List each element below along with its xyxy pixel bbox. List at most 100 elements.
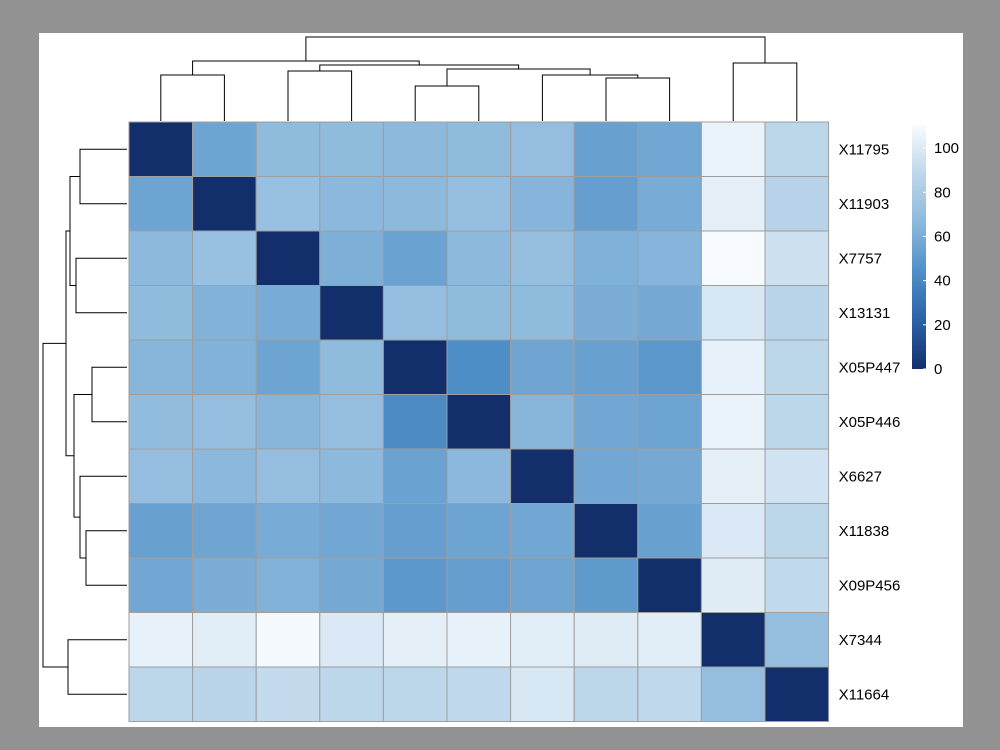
heatmap-cell [764, 285, 830, 341]
heatmap-cell [573, 176, 639, 232]
heatmap-cell [192, 612, 257, 668]
heatmap-cell [319, 394, 384, 450]
heatmap-cell [382, 339, 448, 395]
heatmap-cell [700, 339, 766, 395]
heatmap-cell [128, 230, 194, 286]
heatmap-cell [319, 612, 384, 668]
heatmap-cell [764, 339, 830, 395]
heatmap-cell [192, 394, 257, 450]
heatmap-cell [192, 285, 257, 341]
column-dendrogram-link [160, 74, 225, 121]
row-label: X05P447 [839, 359, 901, 376]
heatmap-cell [637, 612, 702, 668]
row-dendrogram-link [79, 475, 127, 559]
heatmap-cell [446, 230, 512, 286]
heatmap-cell [700, 448, 766, 504]
heatmap-cell [192, 176, 257, 232]
legend-tick-label: 40 [934, 273, 951, 290]
heatmap-cell [382, 394, 448, 450]
heatmap-cell [382, 612, 448, 668]
heatmap-cell [446, 557, 512, 613]
heatmap-cell [128, 394, 194, 450]
column-dendrogram [160, 36, 798, 121]
heatmap-cell [192, 503, 257, 559]
heatmap-cell [319, 503, 384, 559]
heatmap-cell [700, 176, 766, 232]
heatmap-cell [510, 666, 575, 722]
heatmap-cell [700, 503, 766, 559]
legend-tick-label: 20 [934, 317, 951, 334]
heatmap-cell [446, 503, 512, 559]
column-dendrogram-link [446, 68, 591, 86]
heatmap-cell [382, 285, 448, 341]
heatmap-cell [573, 612, 639, 668]
heatmap-cell [255, 448, 321, 504]
row-label: X05P446 [839, 414, 901, 431]
heatmap-cell [637, 503, 702, 559]
legend-tick-label: 60 [934, 228, 951, 245]
heatmap-cell [319, 121, 384, 177]
heatmap-cell [764, 121, 830, 177]
heatmap-cell [510, 230, 575, 286]
row-label: X11664 [839, 686, 890, 703]
row-dendrogram-link [73, 394, 92, 518]
heatmap-cell [510, 339, 575, 395]
heatmap-cell [255, 394, 321, 450]
heatmap-cell [192, 121, 257, 177]
heatmap-cell [192, 339, 257, 395]
heatmap-cell [128, 285, 194, 341]
heatmap-cell [446, 612, 512, 668]
heatmap-cell [446, 121, 512, 177]
heatmap-cell [573, 339, 639, 395]
heatmap-cell [446, 339, 512, 395]
row-label: X09P456 [839, 577, 901, 594]
legend-tick-label: 80 [934, 184, 951, 201]
row-label: X7757 [839, 250, 882, 267]
heatmap-cell [510, 448, 575, 504]
heatmap-cell [764, 448, 830, 504]
row-label: X11838 [839, 523, 890, 540]
heatmap-cell [319, 285, 384, 341]
legend-tick-label: 100 [934, 140, 959, 157]
heatmap-cell [573, 666, 639, 722]
figure-panel: X11795 X11903 X7757 X13131 X05P447 X05P446 X66… [39, 33, 963, 727]
heatmap-cell [446, 285, 512, 341]
row-dendrogram-link [91, 366, 127, 423]
heatmap-cell [764, 612, 830, 668]
heatmap-cell [573, 503, 639, 559]
row-label: X11903 [839, 196, 890, 213]
heatmap-cell [319, 448, 384, 504]
heatmap-cell [382, 448, 448, 504]
heatmap-cell [637, 666, 702, 722]
heatmap-cell [128, 666, 194, 722]
color-legend: 0 20 40 60 80 100 [912, 126, 959, 378]
heatmap-cell [637, 394, 702, 450]
heatmap-cell [700, 121, 766, 177]
heatmap-cell [319, 666, 384, 722]
column-dendrogram-link [541, 74, 639, 121]
heatmap-cell [255, 285, 321, 341]
heatmap-cell [510, 557, 575, 613]
heatmap-cell [764, 230, 830, 286]
heatmap-cell [573, 230, 639, 286]
heatmap-cell [573, 121, 639, 177]
row-dendrogram-link [79, 148, 127, 205]
row-dendrogram-link [75, 257, 127, 314]
column-dendrogram-link [192, 60, 420, 75]
heatmap-cell [637, 448, 702, 504]
heatmap-cell [700, 285, 766, 341]
heatmap-cell [700, 557, 766, 613]
heatmap-cell [573, 394, 639, 450]
heatmap-cell [637, 176, 702, 232]
heatmap-cell [255, 503, 321, 559]
heatmap-cell [382, 121, 448, 177]
heatmap-cell [764, 503, 830, 559]
heatmap-cell [128, 121, 194, 177]
heatmap-cell [446, 448, 512, 504]
heatmap-cell [319, 176, 384, 232]
heatmap-cell [446, 666, 512, 722]
heatmap-cell [700, 666, 766, 722]
heatmap-cell [510, 503, 575, 559]
heatmap-cell [255, 612, 321, 668]
legend-color-bar [912, 126, 926, 369]
